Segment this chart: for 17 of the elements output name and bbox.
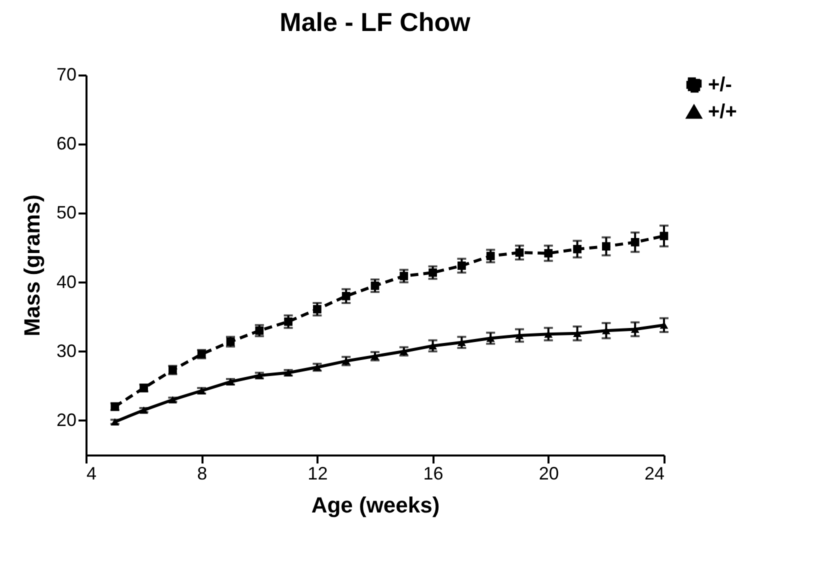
y-tick-label: 40 — [56, 272, 76, 292]
x-tick-label: 24 — [644, 464, 664, 484]
y-tick-label: 30 — [56, 340, 76, 361]
y-tick-label: 70 — [56, 64, 76, 84]
y-axis-title: Mass (grams) — [19, 194, 44, 336]
x-tick-label: 16 — [423, 464, 444, 484]
x-tick-label: 4 — [86, 464, 97, 484]
chart-title: Male - LF Chow — [280, 7, 472, 37]
legend-label: +/- — [708, 74, 732, 96]
x-axis-title: Age (weeks) — [311, 492, 440, 518]
legend-label: +/+ — [708, 101, 737, 123]
x-tick-label: 12 — [308, 464, 328, 484]
y-tick-label: 50 — [56, 202, 76, 223]
y-tick-label: 20 — [56, 410, 76, 430]
x-tick-label: 8 — [197, 464, 208, 484]
x-tick-label: 20 — [538, 464, 559, 484]
y-tick-label: 60 — [56, 134, 76, 154]
